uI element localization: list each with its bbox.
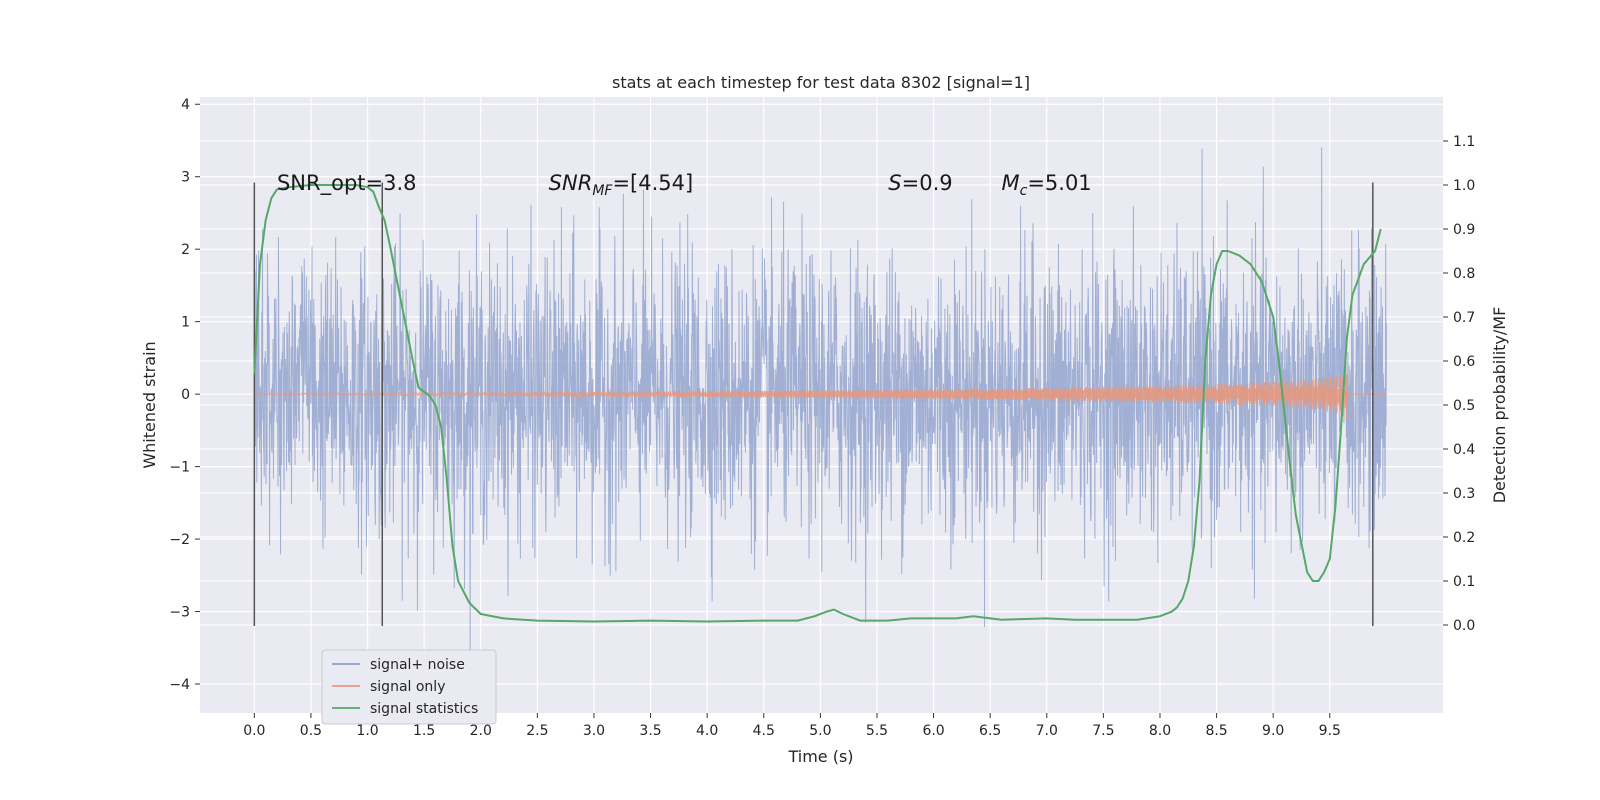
y-tick-label-1: −3 (169, 605, 190, 621)
series-signal-statistics-line (253, 184, 1382, 623)
legend: signal+ noise signal only signal statist… (321, 649, 497, 725)
y-tick-label-8: 4 (181, 97, 190, 113)
y2-tick-label-2: 0.2 (1453, 530, 1475, 546)
y-tick-label-3: −1 (169, 460, 190, 476)
y2-tick-label-0: 0.0 (1453, 618, 1475, 634)
x-tick-label-17: 8.5 (1205, 723, 1227, 739)
y2-tick-label-8: 0.8 (1453, 266, 1475, 282)
y-axis-ticks: −4 −3 −2 −1 0 1 2 3 4 (169, 97, 200, 693)
x-tick-label-13: 6.5 (979, 723, 1001, 739)
series-signal-noise-line (253, 147, 1387, 653)
legend-label-signal-only: signal only (370, 679, 445, 695)
y2-tick-label-9: 0.9 (1453, 222, 1475, 238)
x-tick-label-4: 2.0 (470, 723, 492, 739)
y-tick-label-2: −2 (169, 532, 190, 548)
x-tick-label-3: 1.5 (413, 723, 435, 739)
signal-noise-series (253, 147, 1387, 653)
annotation-s-stat: S=0.9 (888, 171, 952, 195)
annotation-mc: Mc=5.01 (1001, 171, 1091, 199)
legend-label-signal-noise: signal+ noise (370, 657, 465, 673)
series-signal-only-line (253, 372, 1387, 420)
x-tick-label-5: 2.5 (526, 723, 548, 739)
y2-tick-label-1: 0.1 (1453, 574, 1475, 590)
y-tick-label-7: 3 (181, 170, 190, 186)
x-tick-label-16: 8.0 (1149, 723, 1171, 739)
y2-axis-ticks: 0.0 0.1 0.2 0.3 0.4 0.5 0.6 0.7 0.8 0.9 1.0 1.1 (1443, 134, 1475, 634)
annotation-snr-opt: SNR_opt=3.8 (277, 171, 417, 196)
y2-tick-label-11: 1.1 (1453, 134, 1475, 150)
x-tick-label-6: 3.0 (583, 723, 605, 739)
signal-statistics-series (253, 184, 1382, 623)
x-tick-label-14: 7.0 (1036, 723, 1058, 739)
annotation-snr-mf: SNRMF=[4.54] (549, 171, 694, 199)
vertical-markers (253, 182, 1374, 627)
annotations: SNR_opt=3.8 SNRMF=[4.54] S=0.9 Mc=5.01 (277, 171, 1092, 199)
x-tick-label-7: 3.5 (639, 723, 661, 739)
y2-tick-label-4: 0.4 (1453, 442, 1475, 458)
legend-label-signal-statistics: signal statistics (370, 701, 478, 717)
x-tick-label-12: 6.0 (922, 723, 944, 739)
signal-only-series (253, 372, 1387, 420)
x-axis-ticks: 0.0 0.5 1.0 1.5 2.0 2.5 3.0 3.5 4.0 4.5 5.0 5.5 6.0 6… (243, 713, 1341, 739)
y2-axis-label: Detection probability/MF (1490, 307, 1509, 504)
x-tick-label-9: 4.5 (753, 723, 775, 739)
chart-title: stats at each timestep for test data 830… (612, 73, 1030, 92)
y-tick-label-5: 1 (181, 315, 190, 331)
y2-tick-label-10: 1.0 (1453, 178, 1475, 194)
y-tick-label-0: −4 (169, 677, 190, 693)
x-tick-label-19: 9.5 (1319, 723, 1341, 739)
y2-tick-label-7: 0.7 (1453, 310, 1475, 326)
y-tick-label-4: 0 (181, 387, 190, 403)
x-axis-label: Time (s) (787, 747, 853, 766)
x-tick-label-10: 5.0 (809, 723, 831, 739)
x-tick-label-11: 5.5 (866, 723, 888, 739)
x-tick-label-8: 4.0 (696, 723, 718, 739)
y-axis-label: Whitened strain (140, 341, 159, 468)
y2-tick-label-5: 0.5 (1453, 398, 1475, 414)
x-tick-label-2: 1.0 (356, 723, 378, 739)
y2-tick-label-3: 0.3 (1453, 486, 1475, 502)
x-tick-label-15: 7.5 (1092, 723, 1114, 739)
x-tick-label-0: 0.0 (243, 723, 265, 739)
legend-box (321, 649, 497, 725)
y2-tick-label-6: 0.6 (1453, 354, 1475, 370)
y-tick-label-6: 2 (181, 242, 190, 258)
x-tick-label-18: 9.0 (1262, 723, 1284, 739)
x-tick-label-1: 0.5 (300, 723, 322, 739)
